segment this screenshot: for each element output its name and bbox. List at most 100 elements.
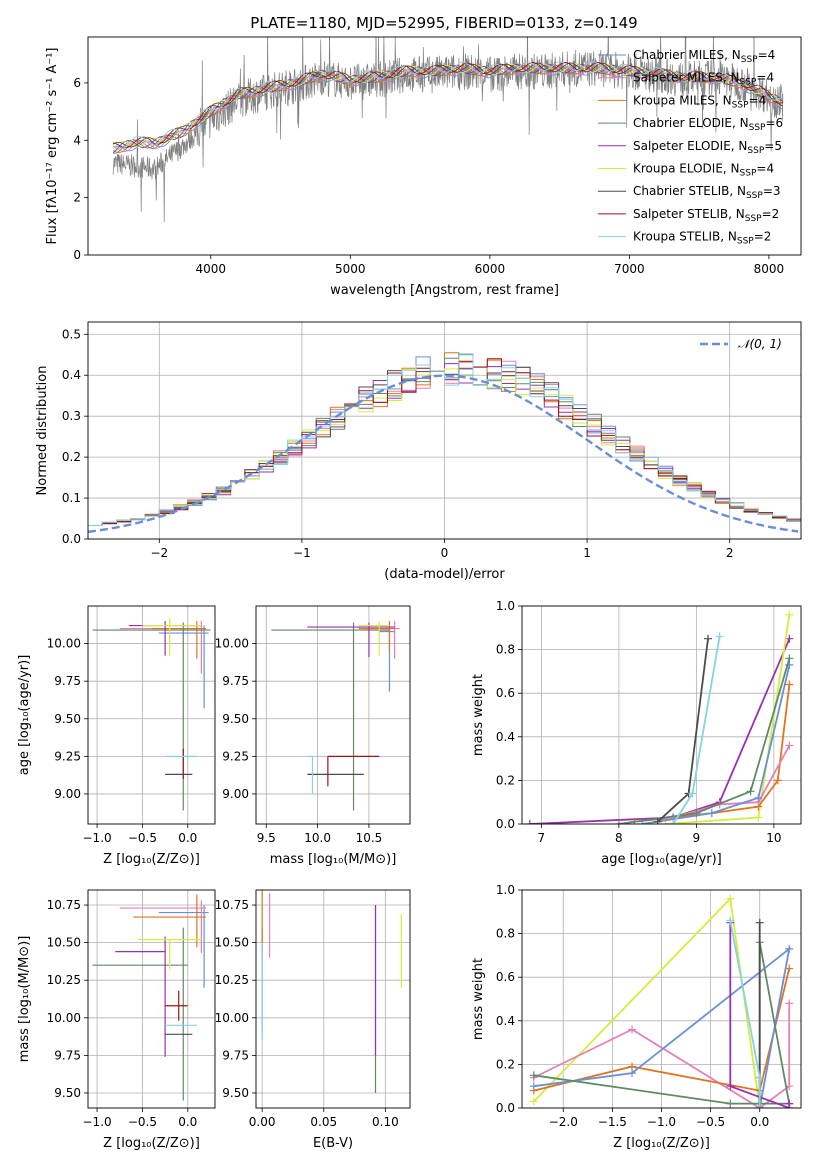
y-tick-label: 1.0 [496,883,515,897]
y-tick-label: 9.75 [54,1048,81,1062]
legend-entry: 𝒩(0, 1) [738,337,782,351]
y-tick-label: 9.75 [54,674,81,688]
errorbar-green [92,622,211,811]
y-axis-label: mass weight [471,674,486,756]
legend: Chabrier MILES, NSSP=4 Salpeter MILES, NS… [598,48,783,247]
y-tick-label: 0.0 [496,1101,515,1115]
point-cyan [755,1073,764,1082]
point-green [726,1099,735,1108]
y-tick-label: 10.25 [215,973,249,987]
plot-area [271,621,400,811]
legend-entry: Chabrier STELIB, NSSP=3 [633,184,781,201]
y-tick-label: 0.0 [496,817,515,831]
errorbar-purple [115,936,166,1057]
errorbar-yellow [358,621,390,656]
observed-spectrum [112,37,784,223]
y-tick-label: 0.0 [62,532,81,546]
legend-entry: Salpeter ELODIE, NSSP=5 [633,139,782,156]
x-tick-label: 10.5 [356,831,383,845]
y-tick-label: 10.00 [215,1011,249,1025]
y-tick-label: 9.75 [222,1048,249,1062]
x-tick-label: −0.5 [128,831,157,845]
point-cyan [688,789,697,798]
y-tick-label: 10.50 [215,936,249,950]
x-tick-label: 7000 [614,262,645,276]
y-tick-label: 0.4 [496,730,515,744]
point-purple [785,1099,794,1108]
x-tick-label: 0.10 [372,1115,399,1129]
x-tick-label: −2.0 [549,1115,578,1129]
point-green [692,809,701,818]
y-tick-label: 10.75 [215,898,249,912]
panel-age-vs-z: −1.0 −0.5 0.0 9.00 9.25 9.50 9.75 10.00 Z [log₁₀… [17,605,216,867]
legend-entry: Kroupa ELODIE, NSSP=4 [633,162,774,179]
point-orange [773,776,782,785]
y-axis-label: age [log₁₀(age/yr)] [17,655,32,776]
y-tick-label: 4 [73,133,81,147]
legend-entry: Chabrier MILES, NSSP=4 [633,48,775,65]
y-tick-label: 0.1 [62,491,81,505]
errorbar-orange [151,621,206,659]
plot-area [112,37,784,223]
x-tick-label: 0.0 [178,831,197,845]
x-tick-label: −0.5 [696,1115,725,1129]
y-axis-label: mass [log₁₀(M/M⊙)] [17,936,32,1063]
x-tick-label: 0.05 [310,1115,337,1129]
y-tick-label: 9.50 [54,1086,81,1100]
point-purple [525,820,534,824]
model-spectrum-cyan [112,61,783,150]
series-purple [529,638,791,824]
series-yellow [533,896,761,1108]
histogram-purple [88,363,801,526]
point-yellow [529,1097,538,1106]
point-cyan [726,916,735,925]
y-tick-label: 6 [73,76,81,90]
point-orange [785,964,794,973]
x-tick-label: −1.0 [647,1115,676,1129]
y-tick-label: 9.50 [222,1086,249,1100]
point-cyan [755,1104,764,1108]
panel-residuals: −2 −1 0 1 2 0.0 0.1 0.2 0.3 0.4 0.5 𝒩(0, 1) (data-mo… [35,321,802,582]
point-purple [785,634,794,643]
figure-title: PLATE=1180, MJD=52995, FIBERID=0133, z=0… [250,14,637,32]
y-tick-label: 9.00 [54,787,81,801]
y-tick-label: 10.00 [47,637,81,651]
series-orange [634,684,791,823]
y-tick-label: 0.5 [62,327,81,341]
y-tick-label: 0.2 [496,773,515,787]
x-axis-label: Z [log₁₀(Z/Z⊙)] [103,1136,200,1151]
axes-frame [255,605,411,825]
point-orange [785,680,794,689]
x-axis-label: age [log₁₀(age/yr)] [601,852,722,867]
y-axis-label: Normed distribution [35,366,50,496]
x-tick-label: 7 [538,831,546,845]
y-tick-label: 0.3 [62,409,81,423]
errorbar-cyan [307,755,314,794]
errorbar-purple [128,621,202,656]
x-axis-label: wavelength [Angstrom, rest frame] [330,283,559,298]
y-tick-label: 9.75 [222,674,249,688]
x-tick-label: −1.0 [83,831,112,845]
y-tick-label: 9.25 [222,749,249,763]
errorbar-yellow [142,618,202,656]
errorbar-purple [307,622,395,658]
point-dark [704,634,712,643]
y-tick-label: 0.6 [496,970,515,984]
y-tick-label: 0 [73,248,81,262]
axes-frame [87,889,216,1109]
x-tick-label: 0.00 [249,1115,276,1129]
axes-frame [521,889,802,1109]
panel-age-vs-mass: 9.5 10.0 10.5 9.00 9.25 9.50 9.75 10.00 mass [lo… [215,605,411,867]
point-purple [726,1082,735,1091]
panel-weight-vs-age: 7 8 9 10 0.0 0.2 0.4 0.6 0.8 1.0 age [log₁₀(age/yr… [471,599,802,867]
axes-frame [255,889,411,1109]
plot-area [529,894,794,1108]
legend-entry: Kroupa STELIB, NSSP=2 [633,230,771,247]
axes-frame [87,36,802,256]
y-tick-label: 10.00 [47,1011,81,1025]
y-tick-label: 9.50 [54,712,81,726]
plot-area [88,352,801,533]
x-tick-label: 0 [441,546,449,560]
x-tick-label: 4000 [196,262,227,276]
